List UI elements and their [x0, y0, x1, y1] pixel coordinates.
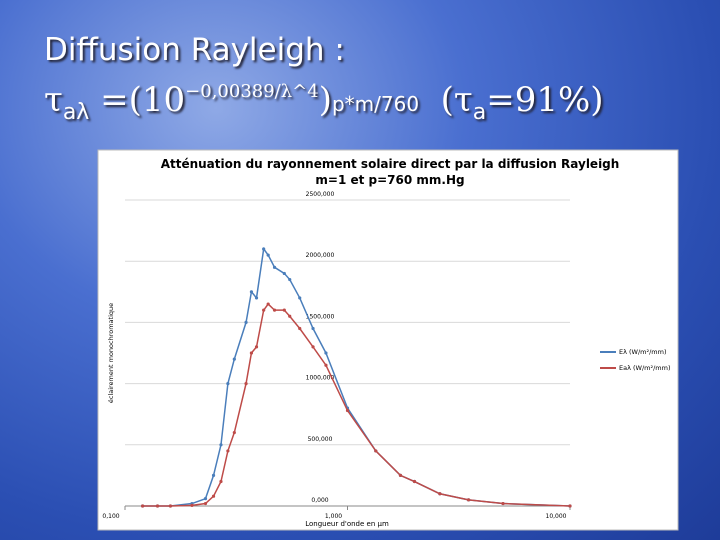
series-marker — [272, 265, 277, 269]
y-tick-label: 500,000 — [308, 436, 333, 443]
series-marker — [244, 382, 248, 386]
series-marker — [272, 308, 277, 312]
formula-part: =(10 — [89, 80, 186, 120]
series-marker — [345, 408, 350, 413]
series-marker — [219, 479, 223, 484]
x-tick-label: 10,000 — [546, 513, 567, 520]
series-marker — [155, 504, 160, 508]
x-tick-label: 1,000 — [325, 513, 342, 520]
formula-part: ) — [318, 80, 332, 120]
series-marker — [211, 473, 216, 477]
series-marker — [266, 253, 270, 257]
series-marker — [298, 296, 302, 300]
y-tick-label: 1000,000 — [306, 375, 335, 382]
y-tick-label: 2000,000 — [306, 252, 335, 259]
series-marker — [262, 247, 266, 251]
series-marker — [211, 494, 216, 498]
series-line — [142, 302, 571, 507]
series-marker — [288, 277, 292, 282]
legend-label: Eaλ (W/m²/mm) — [619, 364, 670, 372]
series-marker — [254, 345, 259, 349]
x-tick-label: 0,100 — [102, 513, 119, 520]
series-marker — [244, 320, 248, 324]
series-marker — [232, 357, 236, 361]
formula-part: (τ — [440, 80, 473, 120]
formula-part: aλ — [62, 100, 90, 125]
y-tick-label: 0,000 — [311, 497, 328, 504]
series-marker — [412, 479, 417, 484]
y-tick-label: 1500,000 — [306, 313, 335, 320]
formula-part: p*m/760 — [331, 92, 420, 116]
series-marker — [466, 498, 471, 502]
series-marker — [141, 504, 145, 508]
y-tick-label: 2500,000 — [306, 191, 335, 198]
series-marker — [249, 351, 254, 355]
series-marker — [262, 308, 266, 312]
formula-part: =91%) — [486, 80, 604, 120]
series-marker — [203, 501, 208, 506]
series-marker — [324, 363, 328, 367]
legend-label: Eλ (W/m²/mm) — [619, 348, 667, 356]
series-marker — [374, 449, 378, 453]
slide-title: Diffusion Rayleigh : — [44, 32, 345, 68]
series-marker — [501, 501, 505, 506]
series-marker — [311, 345, 315, 349]
series-marker — [219, 443, 223, 447]
series-marker — [226, 382, 230, 386]
series-marker — [438, 492, 442, 496]
series-marker — [282, 308, 286, 312]
series-marker — [254, 296, 259, 300]
series-marker — [226, 449, 230, 453]
series-marker — [568, 504, 572, 508]
formula-part: −0,00389/λ^4 — [185, 81, 319, 102]
formula-part: a — [472, 100, 487, 125]
series-marker — [288, 314, 292, 318]
series-marker — [311, 326, 315, 331]
formula: τaλ =(10−0,00389/λ^4)p*m/760 (τa=91%) — [44, 80, 604, 125]
series-marker — [324, 351, 328, 355]
x-axis-label: Longueur d'onde en µm — [305, 520, 389, 528]
series-marker — [266, 302, 270, 306]
chart-area — [97, 149, 679, 531]
series-marker — [190, 503, 194, 507]
series-marker — [232, 430, 236, 435]
y-axis-label: éclairement monochromatique — [107, 303, 115, 403]
series-marker — [298, 326, 302, 331]
series-marker — [282, 271, 286, 276]
series-marker — [203, 497, 208, 501]
chart-title: Atténuation du rayonnement solaire direc… — [161, 157, 620, 171]
series-marker — [249, 290, 254, 294]
chart-subtitle: m=1 et p=760 mm.Hg — [315, 173, 464, 187]
formula-part: τ — [44, 80, 63, 120]
series-marker — [398, 473, 403, 477]
series-marker — [168, 504, 173, 508]
